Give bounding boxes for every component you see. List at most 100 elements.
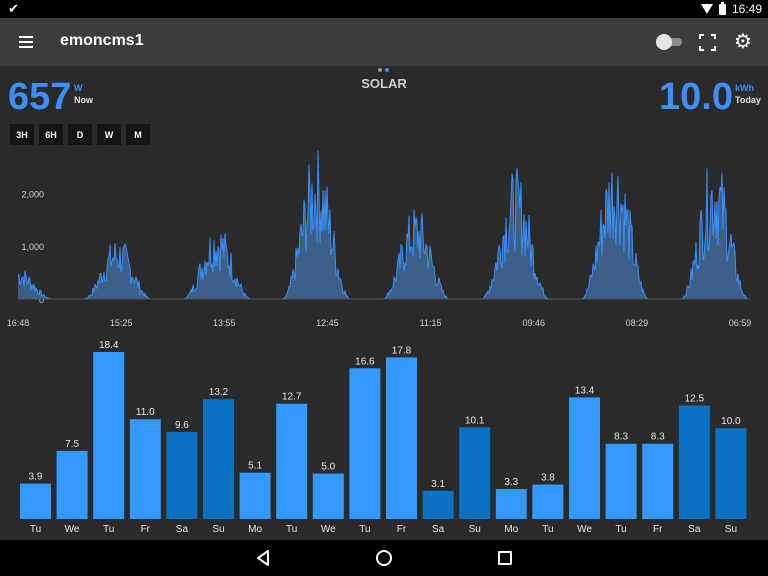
- energy-bar[interactable]: [569, 397, 600, 519]
- bar-value-label: 10.0: [721, 416, 741, 427]
- bar-value-label: 18.4: [99, 340, 119, 351]
- energy-bar[interactable]: [386, 357, 417, 519]
- energy-bar[interactable]: [20, 483, 51, 519]
- energy-bar[interactable]: [642, 443, 674, 519]
- energy-bar[interactable]: [605, 443, 637, 519]
- x-tick-label: 13:55: [213, 318, 236, 328]
- x-tick-label: 12:45: [316, 318, 339, 328]
- energy-bar[interactable]: [422, 490, 454, 519]
- wifi-icon: [700, 4, 713, 14]
- range-buttons: 3H 6H D W M: [10, 124, 150, 145]
- bar-value-label: 5.0: [321, 462, 335, 473]
- bar-category-label: Tu: [359, 524, 370, 535]
- status-bar: ✔ 16:49: [0, 0, 768, 18]
- energy-bar[interactable]: [532, 484, 564, 520]
- page-indicator: [378, 68, 389, 72]
- energy-bar[interactable]: [93, 352, 125, 519]
- bar-value-label: 3.1: [431, 479, 445, 490]
- y-tick-label: 1,000: [21, 242, 44, 252]
- range-button-3h[interactable]: 3H: [10, 124, 34, 145]
- energy-bar[interactable]: [129, 419, 161, 519]
- power-area: [18, 150, 750, 299]
- bar-value-label: 3.8: [541, 473, 555, 484]
- status-icons: 16:49: [700, 1, 762, 16]
- bar-category-label: Tu: [542, 524, 553, 535]
- energy-today-value: 10.0: [659, 76, 733, 118]
- bar-category-label: Sa: [688, 524, 701, 535]
- bar-category-label: Su: [469, 524, 481, 535]
- bar-value-label: 3.9: [29, 472, 43, 483]
- bar-value-label: 7.5: [65, 439, 79, 450]
- x-tick-label: 09:46: [522, 318, 545, 328]
- navigation-bar: [0, 540, 768, 576]
- range-button-day[interactable]: D: [68, 124, 92, 145]
- energy-bar[interactable]: [312, 473, 344, 519]
- bar-category-label: Mo: [504, 524, 518, 535]
- range-button-week[interactable]: W: [97, 124, 121, 145]
- bar-value-label: 9.6: [175, 420, 189, 431]
- bar-value-label: 5.1: [248, 461, 262, 472]
- x-tick-label: 08:29: [626, 318, 649, 328]
- energy-bar[interactable]: [715, 428, 747, 519]
- recents-icon[interactable]: [498, 551, 512, 565]
- power-now-value: 657: [8, 76, 72, 118]
- energy-bar[interactable]: [56, 450, 88, 519]
- energy-bar[interactable]: [459, 427, 491, 519]
- bar-category-label: Su: [725, 524, 737, 535]
- status-time: 16:49: [731, 2, 762, 16]
- bar-value-label: 12.5: [685, 394, 705, 405]
- bar-value-label: 17.8: [392, 345, 412, 356]
- feed-name: SOLAR: [361, 76, 407, 91]
- toggle-switch[interactable]: [656, 34, 682, 50]
- bar-value-label: 8.3: [651, 432, 665, 443]
- energy-bar[interactable]: [166, 431, 198, 519]
- page-dot: [378, 68, 382, 72]
- bar-value-label: 3.3: [504, 477, 518, 488]
- fullscreen-icon[interactable]: [699, 34, 716, 51]
- app-bar: emoncms1 ⚙: [0, 18, 768, 66]
- range-button-month[interactable]: M: [126, 124, 150, 145]
- bar-category-label: Su: [212, 524, 224, 535]
- energy-bar[interactable]: [203, 399, 234, 519]
- bar-category-label: We: [577, 524, 592, 535]
- bar-value-label: 13.2: [209, 387, 229, 398]
- y-tick-label: 2,000: [21, 189, 44, 199]
- page-dot-active: [385, 68, 389, 72]
- x-tick-label: 06:59: [729, 318, 752, 328]
- bar-category-label: Tu: [615, 524, 626, 535]
- power-unit: W: [74, 83, 83, 93]
- back-icon[interactable]: [256, 550, 270, 566]
- toggle-thumb: [656, 34, 672, 50]
- menu-icon[interactable]: [14, 30, 38, 54]
- bar-category-label: Fr: [397, 524, 407, 535]
- energy-bar[interactable]: [495, 489, 527, 519]
- energy-bar[interactable]: [678, 405, 710, 520]
- energy-label: Today: [735, 95, 761, 105]
- range-button-6h[interactable]: 6H: [39, 124, 63, 145]
- bar-category-label: Fr: [141, 524, 151, 535]
- bar-value-label: 16.6: [355, 356, 375, 367]
- x-tick-label: 15:25: [110, 318, 133, 328]
- bar-value-label: 11.0: [136, 407, 155, 418]
- settings-icon[interactable]: ⚙: [734, 31, 752, 53]
- check-icon: ✔: [8, 1, 19, 16]
- daily-energy-bar-chart[interactable]: 3.9 Tu 7.5 We 18.4 Tu 11.0 Fr 9.6 Sa 13.2 Su 5.1 Mo 12…: [0, 335, 768, 539]
- bar-category-label: Tu: [286, 524, 297, 535]
- bar-value-label: 13.4: [575, 385, 595, 396]
- energy-bar[interactable]: [349, 368, 381, 519]
- energy-bar[interactable]: [239, 472, 271, 519]
- app-title: emoncms1: [60, 32, 144, 49]
- battery-icon: [718, 1, 726, 15]
- home-icon[interactable]: [376, 550, 392, 566]
- bar-category-label: Fr: [653, 524, 663, 535]
- x-tick-label: 11:15: [420, 318, 442, 328]
- bar-category-label: We: [321, 524, 336, 535]
- bar-value-label: 8.3: [614, 432, 628, 443]
- bar-category-label: Mo: [248, 524, 262, 535]
- energy-bar[interactable]: [276, 403, 308, 519]
- power-chart[interactable]: 0 1,000 2,000 16:48 15:25 13:55 12:45 11:15 09:4…: [0, 140, 768, 330]
- energy-unit: kWh: [735, 83, 754, 93]
- bar-value-label: 10.1: [465, 415, 485, 426]
- power-label: Now: [74, 95, 93, 105]
- bar-category-label: Tu: [103, 524, 114, 535]
